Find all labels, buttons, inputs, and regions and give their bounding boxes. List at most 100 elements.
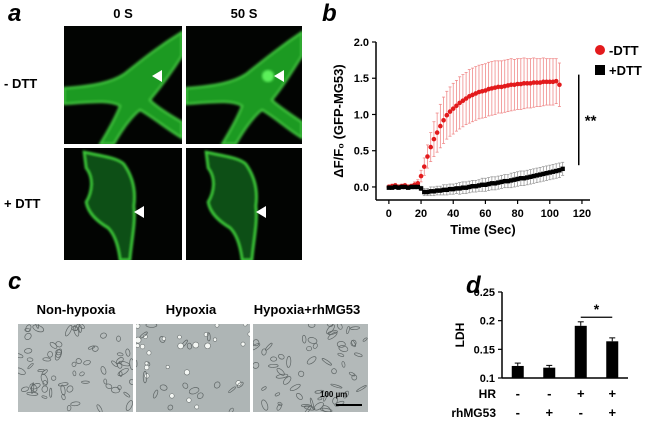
- cell: [118, 360, 130, 367]
- data-point: [463, 96, 469, 101]
- micrograph-minus-dtt-50s: [186, 26, 302, 144]
- legend-marker: [595, 65, 605, 75]
- cell: [136, 360, 138, 368]
- cell: [139, 343, 146, 350]
- cell: [336, 341, 346, 348]
- cell: [212, 337, 218, 342]
- cell: [206, 332, 211, 342]
- data-point: [399, 184, 404, 190]
- cell: [37, 368, 45, 372]
- cell: [276, 403, 282, 411]
- data-point: [505, 178, 511, 184]
- bar: [574, 325, 587, 378]
- data-point: [534, 173, 540, 178]
- cell: [142, 370, 148, 384]
- condition-mark: +: [608, 386, 616, 401]
- cell: [125, 400, 133, 411]
- data-point: [525, 175, 530, 180]
- cell: [213, 381, 221, 389]
- data-point: [386, 185, 392, 190]
- cell: [65, 324, 73, 337]
- cell: [74, 324, 80, 331]
- cell: [34, 324, 40, 329]
- data-point: [451, 186, 456, 192]
- data-point: [508, 178, 514, 183]
- cell: [253, 339, 260, 347]
- y-tick-label: 0.5: [354, 146, 369, 158]
- micrograph-minus-dtt-0s: [64, 26, 182, 144]
- cell: [136, 343, 140, 348]
- condition-mark: -: [516, 405, 520, 420]
- cell: [337, 352, 345, 357]
- bar: [543, 367, 556, 378]
- cell: [286, 355, 292, 368]
- y-tick-label: 0.2: [480, 316, 495, 328]
- cell: [298, 370, 305, 377]
- data-point: [557, 82, 562, 88]
- cell: [165, 365, 170, 369]
- data-point: [537, 172, 543, 177]
- cell: [236, 381, 244, 388]
- cell: [78, 324, 82, 333]
- y-tick-label: 0.1: [480, 373, 495, 385]
- cell: [276, 367, 285, 376]
- cell: [42, 357, 52, 362]
- cell: [188, 387, 200, 395]
- legend-label: +DTT: [609, 63, 642, 78]
- cell: [182, 382, 189, 389]
- panel-d-letter: d: [466, 272, 481, 299]
- cell: [159, 384, 168, 391]
- cell: [105, 383, 113, 389]
- data-point: [441, 117, 446, 123]
- condition-mark: +: [577, 386, 585, 401]
- cell: [261, 348, 267, 356]
- cell: [41, 385, 48, 393]
- data-point: [508, 82, 514, 88]
- cell: [323, 392, 328, 402]
- cell: [75, 358, 82, 365]
- data-point: [425, 189, 430, 195]
- cell: [100, 332, 107, 339]
- cell: [341, 361, 346, 368]
- cell: [253, 361, 260, 369]
- cell: [24, 348, 33, 354]
- cell: [70, 401, 81, 407]
- arrowhead-icon: [152, 70, 162, 82]
- cell: [342, 390, 350, 399]
- cell: [362, 337, 368, 342]
- cell: [228, 407, 234, 412]
- data-point: [438, 188, 443, 193]
- cell: [356, 385, 367, 392]
- cell: [350, 339, 357, 347]
- data-point: [483, 182, 488, 187]
- y-tick-label: 2.0: [354, 37, 369, 49]
- y-tick-label: 0.0: [354, 182, 369, 194]
- cell: [146, 350, 152, 356]
- cell: [306, 346, 312, 352]
- data-point: [521, 81, 527, 86]
- condition-label: HR: [479, 387, 497, 401]
- data-point: [499, 179, 504, 185]
- cell: [278, 353, 285, 360]
- cell: [116, 357, 124, 365]
- data-point: [470, 184, 475, 189]
- data-point: [515, 81, 520, 87]
- cell: [91, 345, 99, 352]
- data-point: [405, 185, 411, 190]
- cell: [326, 324, 335, 335]
- x-tick-label: 100: [541, 208, 559, 220]
- y-axis-label: LDH: [453, 323, 467, 348]
- brightfield-non-hypoxia: [18, 324, 133, 412]
- cell: [228, 386, 236, 393]
- cell: [277, 401, 283, 406]
- cell: [331, 368, 337, 375]
- data-point: [431, 136, 437, 142]
- cell: [301, 334, 307, 344]
- panel-c-letter: c: [8, 268, 22, 295]
- data-point: [547, 170, 552, 175]
- data-point: [492, 181, 498, 186]
- data-point: [541, 79, 546, 85]
- data-point: [412, 184, 417, 190]
- data-point: [544, 79, 549, 85]
- data-point: [534, 80, 540, 85]
